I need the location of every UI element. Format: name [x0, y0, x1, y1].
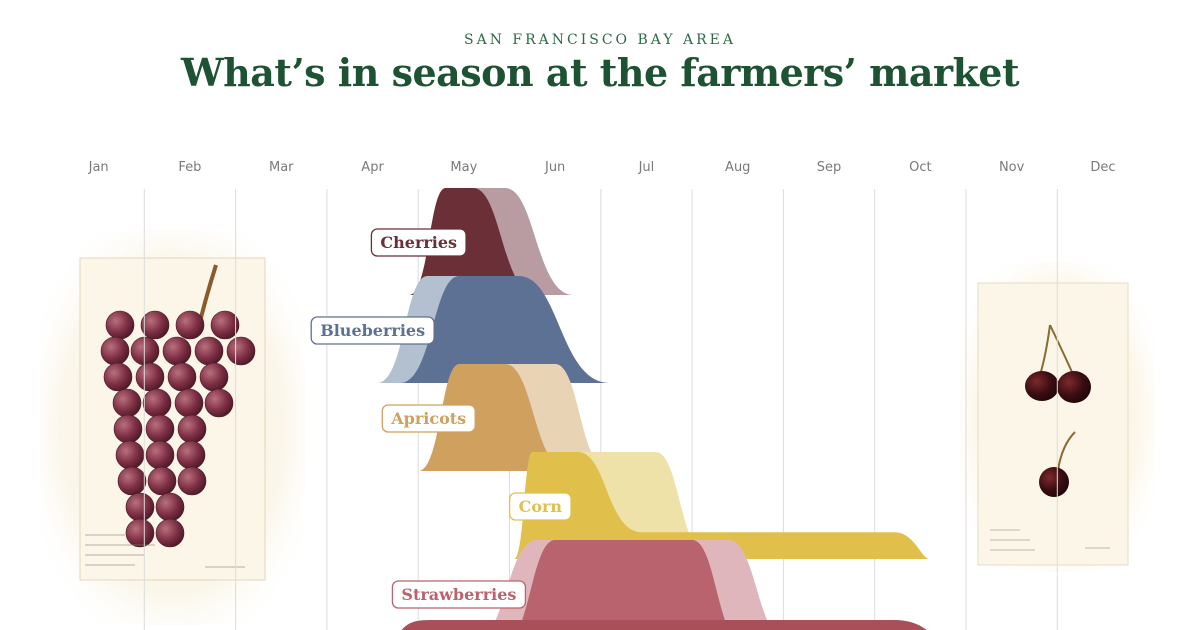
grape-berry	[147, 466, 177, 496]
month-label: Oct	[909, 160, 931, 175]
series-label: Apricots	[390, 409, 466, 428]
ridge-strawberries: Strawberries	[391, 540, 772, 630]
month-label: Nov	[999, 160, 1025, 175]
series-label: Cherries	[380, 233, 457, 252]
grape-berry	[174, 388, 204, 418]
grape-berry	[204, 388, 234, 418]
grape-berry	[177, 414, 207, 444]
grape-berry	[176, 440, 206, 470]
month-label: Jun	[544, 160, 565, 175]
ridge-corn: Corn	[508, 452, 930, 559]
month-label: Jul	[638, 160, 655, 175]
grape-berry	[162, 336, 192, 366]
grape-berry	[167, 362, 197, 392]
grape-berry	[155, 492, 185, 522]
grape-berry	[103, 362, 133, 392]
month-label: May	[450, 160, 477, 175]
month-label: Jan	[88, 160, 109, 175]
grape-berry	[117, 466, 147, 496]
series-label: Strawberries	[401, 585, 516, 604]
series-label-box	[310, 316, 435, 345]
month-label: Sep	[817, 160, 842, 175]
grape-berry	[142, 388, 172, 418]
grape-berry	[175, 310, 205, 340]
series-label-box	[508, 492, 572, 521]
grape-berry	[210, 310, 240, 340]
grape-berry	[125, 492, 155, 522]
ridge-blueberries: Blueberries	[310, 276, 610, 383]
grape-berry	[105, 310, 135, 340]
ridge-partial-bottom	[401, 620, 927, 630]
month-label: Dec	[1090, 160, 1115, 175]
grape-berry	[194, 336, 224, 366]
ridge-peak-season	[514, 452, 930, 559]
grape-berry	[226, 336, 256, 366]
ridge-peak-season	[418, 364, 569, 471]
grape-berry	[115, 440, 145, 470]
grape-berry	[135, 362, 165, 392]
series-label-box	[391, 580, 527, 609]
grape-berry	[140, 310, 170, 340]
grape-berry	[199, 362, 229, 392]
ridges: Cherries Blueberries Apricots Corn Strawberr…	[310, 188, 930, 630]
month-label: Feb	[178, 160, 201, 175]
chart-title: What’s in season at the farmers’ market	[180, 50, 1020, 95]
grape-berry	[125, 518, 155, 548]
ridge-peak-season	[518, 540, 730, 630]
grape-berry	[100, 336, 130, 366]
ridge-cherries: Cherries	[370, 188, 574, 295]
month-axis: Jan Feb Mar Apr May Jun Jul Aug Sep Oct Nov Dec	[88, 160, 1116, 175]
ridge-apricots: Apricots	[381, 364, 610, 471]
grape-berry	[145, 414, 175, 444]
grape-berry	[145, 440, 175, 470]
series-label-box	[370, 228, 467, 257]
series-label: Blueberries	[320, 321, 425, 340]
grape-illustration	[40, 230, 305, 625]
grape-berry	[113, 414, 143, 444]
series-label: Corn	[519, 497, 563, 516]
month-label: Apr	[361, 160, 384, 175]
month-label: Aug	[725, 160, 750, 175]
ridge-peak-season	[409, 188, 537, 295]
grape-berry	[130, 336, 160, 366]
grape-berry	[112, 388, 142, 418]
grape-berry	[155, 518, 185, 548]
month-label: Mar	[269, 160, 294, 175]
ridge-peak-season	[399, 276, 610, 383]
chart-kicker: SAN FRANCISCO BAY AREA	[464, 32, 736, 48]
series-label-box	[381, 404, 476, 433]
ridge-peak-season	[401, 620, 927, 630]
grape-berry	[177, 466, 207, 496]
